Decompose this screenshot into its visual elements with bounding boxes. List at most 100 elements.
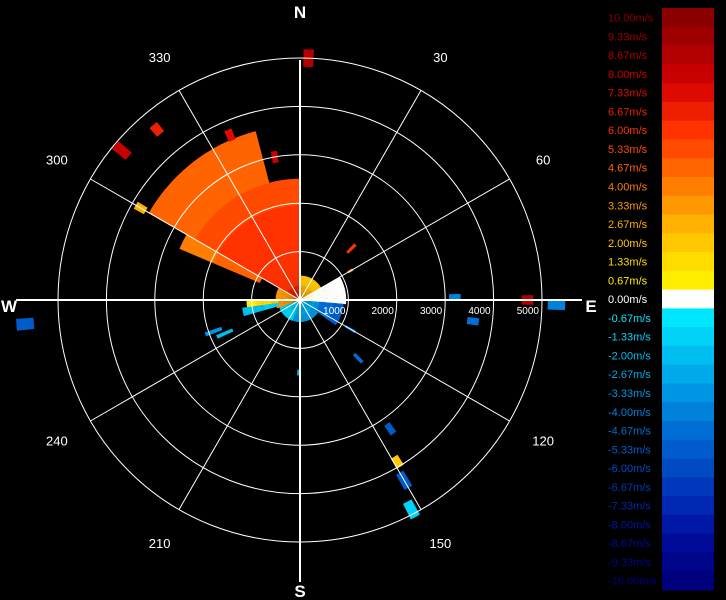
sector-gate xyxy=(263,252,271,261)
sector-gate xyxy=(263,234,271,244)
sector-gate xyxy=(286,282,292,289)
sector-gate xyxy=(313,293,322,297)
sector-gate xyxy=(281,179,289,186)
sector-gate xyxy=(301,306,305,315)
sector-gate xyxy=(284,258,289,267)
sector-gate xyxy=(211,230,222,241)
sector-gate xyxy=(241,253,250,262)
sector-gate xyxy=(287,220,293,229)
sector-gate xyxy=(246,304,250,308)
sector-gate xyxy=(321,301,330,303)
sector-gate xyxy=(256,230,265,240)
sector-gate xyxy=(311,279,315,283)
sector-gate xyxy=(288,257,293,265)
sector-gate xyxy=(324,307,333,312)
sector-gate xyxy=(314,281,318,285)
sector-gate xyxy=(197,153,208,161)
sector-gate xyxy=(244,188,254,197)
sector-gate xyxy=(280,289,288,294)
sector-gate xyxy=(226,205,237,216)
sector-gate xyxy=(278,292,287,296)
sector-gate xyxy=(269,267,276,275)
sector-gate xyxy=(273,238,280,247)
sector-gate xyxy=(148,204,157,215)
sector-gate xyxy=(268,279,276,286)
sector-gate xyxy=(311,287,319,293)
sector-gate xyxy=(281,308,289,314)
sector-gate xyxy=(308,311,314,319)
sector-gate xyxy=(235,237,244,247)
sector-gate xyxy=(286,250,292,258)
sector-gate xyxy=(333,284,342,289)
sector-gate xyxy=(323,310,332,316)
sector-gate xyxy=(305,289,312,296)
sector-gate xyxy=(278,304,287,308)
radial-line xyxy=(299,299,510,422)
sector-gate xyxy=(237,133,248,140)
sector-gate xyxy=(260,265,268,273)
sector-gate xyxy=(230,256,240,264)
sector-gate xyxy=(333,282,341,288)
sector-gate xyxy=(305,279,310,287)
legend-swatch xyxy=(662,139,714,159)
sector-gate xyxy=(285,302,294,306)
radar-center xyxy=(297,297,303,303)
sector-gate xyxy=(293,313,297,322)
sector-gate xyxy=(315,310,323,316)
legend-label: 4.67m/s xyxy=(608,163,648,175)
sector-gate xyxy=(218,222,229,232)
sector-gate xyxy=(248,245,257,254)
sector-gate xyxy=(296,278,299,286)
legend-label: 8.67m/s xyxy=(608,50,648,62)
sector-gate xyxy=(238,256,248,265)
sector-gate xyxy=(286,293,294,297)
sector-gate xyxy=(283,284,290,291)
sector-gate xyxy=(237,246,247,255)
sector-gate xyxy=(306,293,314,298)
legend-swatch xyxy=(662,308,714,328)
sector-gate xyxy=(224,227,234,237)
sector-gate xyxy=(278,269,285,277)
sector-gate xyxy=(307,296,315,299)
sector-gate xyxy=(286,235,292,244)
sector-gate xyxy=(285,301,294,305)
sector-gate xyxy=(249,255,258,264)
sector-gate xyxy=(297,307,299,315)
sector-gate xyxy=(214,239,224,249)
sector-gate xyxy=(308,277,312,281)
sector-gate xyxy=(252,224,261,234)
sector-gate xyxy=(248,217,257,227)
sector-gate xyxy=(289,288,296,295)
sector-gate xyxy=(253,277,261,283)
sector-gate xyxy=(280,206,287,215)
sector-gate xyxy=(195,243,206,253)
sector-gate xyxy=(307,277,311,281)
sector-gate xyxy=(256,258,265,266)
legend-label: -6.00m/s xyxy=(608,463,651,475)
sector-gate xyxy=(313,291,321,295)
sector-gate xyxy=(248,301,257,305)
sector-gate xyxy=(301,275,303,279)
radial-line xyxy=(178,299,301,510)
echo-gate xyxy=(16,317,35,331)
range-label: 5000 xyxy=(517,306,540,317)
sector-gate xyxy=(296,270,299,279)
sector-gate xyxy=(317,307,325,312)
sector-gate xyxy=(256,221,265,231)
sector-gate xyxy=(240,143,253,154)
sector-gate xyxy=(304,305,309,313)
sector-gate xyxy=(252,232,261,242)
sector-gate xyxy=(340,303,344,307)
sector-gate xyxy=(326,285,335,290)
sector-gate xyxy=(328,290,336,295)
sector-gate xyxy=(278,297,286,299)
legend-swatch xyxy=(662,270,714,291)
sector-gate xyxy=(164,182,173,192)
legend-label: 6.67m/s xyxy=(608,106,648,118)
sector-gate xyxy=(286,311,292,319)
sector-gate xyxy=(292,313,296,322)
sector-gate xyxy=(242,306,250,311)
sector-gate xyxy=(293,271,297,279)
sector-gate xyxy=(289,289,295,296)
sector-gate xyxy=(279,291,287,296)
